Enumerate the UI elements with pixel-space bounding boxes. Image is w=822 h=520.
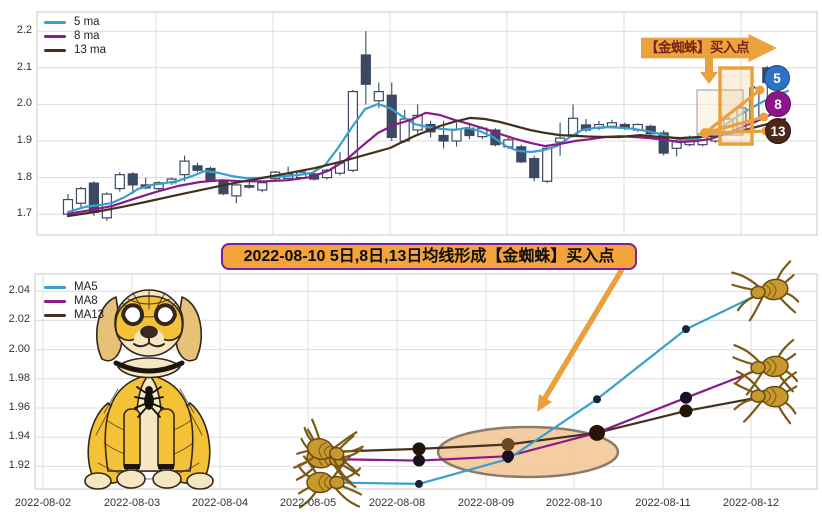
bottom-x-tick-label: 2022-08-05: [279, 497, 337, 509]
top-y-tick-label: 2.1: [16, 60, 32, 73]
spider-dog-mascot-image: [84, 289, 214, 490]
data-point-MA13: [679, 404, 693, 418]
bottom-x-tick-label: 2022-08-02: [14, 497, 72, 509]
bottom-x-tick-label: 2022-08-11: [635, 497, 691, 509]
bottom-x-tick-label: 2022-08-09: [457, 497, 515, 509]
data-point-MA5: [415, 479, 423, 488]
bottom-legend-item: MA8: [44, 294, 104, 308]
ma8-badge: 8: [765, 91, 791, 117]
bottom-y-tick-label: 1.98: [8, 371, 30, 384]
legend-swatch: [44, 299, 66, 303]
golden-spider-crossover-dot: [589, 424, 605, 441]
bottom-y-tick-label: 2.04: [8, 284, 30, 297]
legend-label: MA5: [74, 281, 98, 293]
bottom-y-tick-label: 1.94: [8, 430, 30, 443]
top-legend-item: 13 ma: [44, 43, 106, 57]
top-ma-line-5ma: [66, 89, 790, 214]
ma5-badge: 5: [764, 65, 790, 91]
legend-swatch: [44, 48, 66, 52]
bottom-y-tick-label: 1.96: [8, 401, 30, 413]
chart-title: 2022-08-10 5日,8日,13日均线形成【金蜘蛛】买入点: [221, 243, 637, 270]
data-point-MA8: [413, 454, 425, 467]
top-y-tick-label: 1.9: [16, 134, 32, 146]
candle-down: [127, 173, 138, 186]
data-point-MA5: [682, 325, 690, 334]
candle-up: [179, 160, 190, 176]
bottom-x-tick-label: 2022-08-04: [191, 497, 249, 509]
legend-swatch: [44, 313, 66, 317]
data-point-MA13: [501, 438, 515, 451]
bottom-ma-line-MA5: [329, 290, 766, 485]
bottom-ma-line-MA13: [329, 395, 766, 453]
legend-swatch: [44, 20, 66, 24]
top-ma-line-13ma: [66, 116, 787, 218]
down-arrow-icon: [700, 57, 718, 84]
candle-up: [75, 187, 87, 204]
data-point-MA8: [680, 391, 692, 404]
candle-down: [658, 132, 669, 154]
crossover-arrowhead-icon: [537, 394, 552, 412]
candle-down: [516, 146, 527, 163]
bottom-legend-item: MA13: [44, 308, 104, 322]
bottom-x-tick-label: 2022-08-12: [722, 497, 780, 509]
legend-label: 8 ma: [74, 30, 100, 42]
bottom-ma-line-MA8: [329, 366, 766, 462]
top-y-tick-label: 1.8: [16, 170, 32, 183]
candle-down: [529, 157, 540, 179]
data-point-MA8: [502, 450, 514, 463]
bottom-y-tick-label: 2.02: [8, 313, 30, 326]
bottom-chart-legend: MA5 MA8 MA13: [44, 280, 104, 322]
legend-label: MA13: [74, 309, 105, 321]
top-y-tick-label: 2.2: [16, 24, 32, 37]
candle-down: [360, 54, 371, 85]
buy-point-banner: 【金蜘蛛】买入点: [641, 34, 777, 62]
bottom-x-tick-label: 2022-08-10: [545, 497, 603, 509]
top-y-tick-label: 2.0: [16, 97, 32, 110]
data-point-MA13: [412, 442, 426, 456]
candle-down: [218, 180, 229, 195]
bottom-x-tick-label: 2022-08-03: [103, 497, 161, 509]
data-point-MA5: [593, 395, 601, 404]
candle-down: [438, 134, 449, 142]
ma13-badge: 13: [765, 118, 791, 144]
top-ma-line-8ma: [66, 108, 784, 215]
top-legend-item: 5 ma: [44, 15, 106, 29]
candle-up: [606, 122, 618, 127]
top-y-tick-label: 1.7: [16, 207, 32, 220]
top-chart-legend: 5 ma 8 ma 13 ma: [44, 15, 106, 57]
candle-up: [231, 184, 242, 197]
top-legend-item: 8 ma: [44, 29, 106, 43]
legend-swatch: [44, 285, 66, 289]
candle-up: [257, 182, 268, 191]
ma-convergence-dot: [700, 128, 710, 138]
candle-up: [542, 147, 553, 182]
bottom-y-tick-label: 2.00: [8, 342, 30, 355]
buy-point-banner-label: 【金蜘蛛】买入点: [645, 40, 750, 55]
bottom-y-tick-label: 1.92: [8, 459, 30, 472]
candle-down: [386, 94, 397, 138]
legend-label: 5 ma: [74, 16, 100, 28]
crossover-arrow: [542, 268, 624, 401]
bottom-legend-item: MA5: [44, 280, 104, 294]
candle-up: [114, 174, 125, 190]
candle-down: [244, 185, 255, 188]
candle-down: [192, 165, 203, 171]
candle-up: [373, 90, 384, 102]
bottom-x-tick-label: 2022-08-08: [368, 497, 426, 509]
legend-label: 13 ma: [74, 44, 106, 56]
legend-label: MA8: [74, 295, 98, 307]
legend-swatch: [44, 34, 66, 38]
